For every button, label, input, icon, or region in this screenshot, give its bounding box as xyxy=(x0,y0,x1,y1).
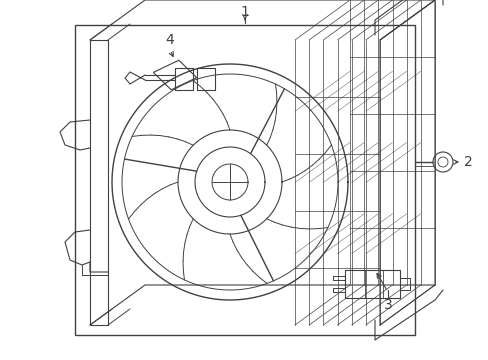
Bar xyxy=(75,25,414,335)
Text: 4: 4 xyxy=(165,33,174,47)
Text: 1: 1 xyxy=(240,5,249,19)
Text: 2: 2 xyxy=(463,155,471,169)
Text: 3: 3 xyxy=(383,298,391,312)
